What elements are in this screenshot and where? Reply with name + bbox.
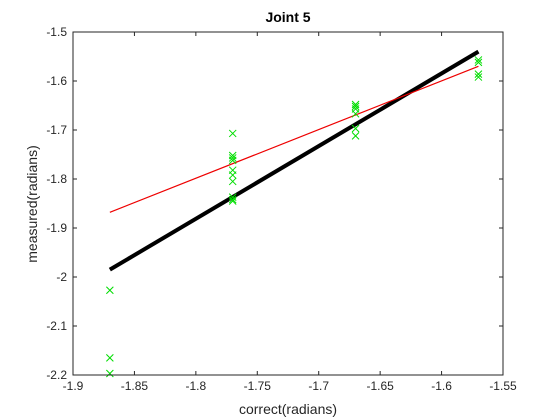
data-point-stroke [474,58,483,67]
x-tick-label: -1.55 [489,379,517,393]
chart-title: Joint 5 [265,9,310,25]
data-point-stroke [228,129,237,138]
chart-axes: -1.9 -1.85 -1.8 -1.75 -1.7 -1.65 -1.6 -1.55 -2.2… [46,25,517,393]
y-tick-label: -1.5 [46,25,67,39]
data-point [228,193,237,201]
data-point [474,70,483,78]
data-point-stroke [474,73,483,81]
data-point-stroke [106,353,114,362]
data-point-stroke [228,156,237,165]
data-point [474,73,483,81]
data-point-stroke [228,171,237,179]
data-point [351,102,360,111]
data-point-stroke [228,177,237,186]
x-axis-label: correct(radians) [239,401,337,417]
data-point-stroke [351,109,360,118]
data-point-stroke [351,124,360,133]
data-point-stroke [351,132,360,140]
x-tick-label: -1.9 [63,379,84,393]
data-point [228,129,237,138]
data-point [106,353,114,362]
x-tick-label: -1.8 [186,379,207,393]
data-point [351,109,360,118]
fit-line [109,65,479,213]
data-point [228,195,237,204]
x-tick-label: -1.75 [244,379,272,393]
data-point-stroke [106,286,114,295]
y-tick-label: -2.1 [46,319,67,333]
data-point [228,171,237,179]
data-point [106,369,114,378]
y-tick-label: -1.7 [46,123,67,137]
ideal-line [108,49,480,272]
y-tick-label: -1.9 [46,221,67,235]
data-point-stroke [228,154,237,162]
data-point [474,58,483,67]
data-point [474,56,483,64]
data-point-stroke [228,197,237,205]
data-point [351,124,360,133]
data-point [228,177,237,186]
data-point-stroke [228,193,237,201]
y-tick-label: -2 [56,270,67,284]
y-tick-label: -1.6 [46,74,67,88]
x-tick-label: -1.85 [121,379,149,393]
data-point-stroke [474,70,483,78]
data-point [106,286,114,295]
x-tick-label: -1.7 [308,379,329,393]
data-point-stroke [474,56,483,64]
x-tick-label: -1.65 [366,379,394,393]
y-tick-label: -2.2 [46,368,67,382]
data-point [351,132,360,140]
data-point-stroke [106,369,114,378]
data-point [228,197,237,205]
data-point-stroke [351,102,360,111]
x-tick-label: -1.6 [431,379,452,393]
data-point [228,154,237,162]
y-tick-label: -1.8 [46,172,67,186]
data-point-stroke [228,195,237,204]
plot-area [73,32,503,375]
chart-marks [106,49,483,378]
axes-box [72,31,504,376]
data-point [228,156,237,165]
y-axis-label: measured(radians) [24,145,40,263]
